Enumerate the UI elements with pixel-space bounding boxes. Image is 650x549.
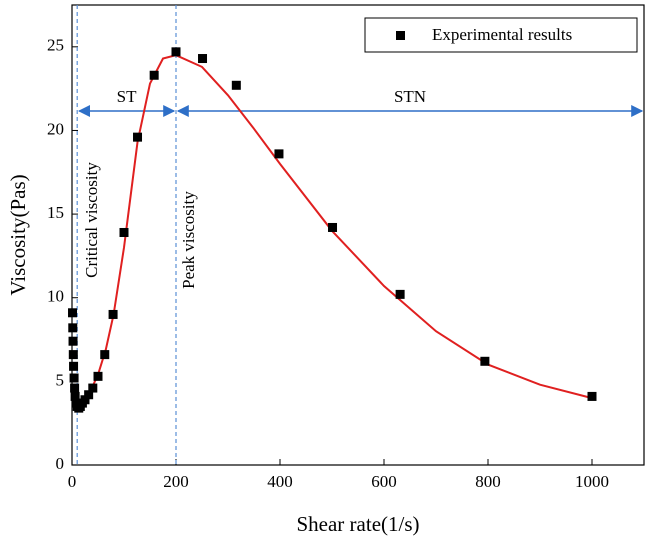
data-point	[68, 336, 78, 346]
data-point	[171, 47, 181, 57]
data-point	[119, 227, 129, 237]
x-tick-label: 1000	[575, 472, 609, 491]
data-point	[149, 70, 159, 80]
x-axis-title: Shear rate(1/s)	[296, 512, 419, 536]
data-point	[88, 383, 98, 393]
y-tick-label: 10	[47, 287, 64, 306]
annotation: STN	[394, 87, 426, 106]
data-point	[68, 350, 78, 360]
x-tick-label: 800	[475, 472, 501, 491]
data-point	[198, 54, 208, 64]
data-point	[395, 289, 405, 299]
data-point	[587, 391, 597, 401]
x-tick-label: 600	[371, 472, 397, 491]
legend-box	[364, 17, 638, 53]
y-tick-label: 20	[47, 119, 64, 138]
data-point	[70, 383, 80, 393]
data-point	[84, 390, 94, 400]
annotation: ST	[117, 87, 137, 106]
annotation: Peak viscosity	[179, 191, 198, 289]
data-point	[68, 323, 78, 333]
x-tick-label: 0	[68, 472, 77, 491]
data-point	[274, 149, 284, 159]
legend-marker	[396, 31, 405, 40]
y-tick-label: 0	[56, 454, 65, 473]
x-tick-label: 400	[267, 472, 293, 491]
annotation: Critical viscosity	[82, 162, 101, 278]
data-point	[69, 361, 79, 371]
y-tick-label: 5	[56, 370, 65, 389]
data-point	[68, 308, 78, 318]
y-axis-title: Viscosity(Pas)	[6, 174, 30, 295]
data-point	[80, 395, 90, 405]
data-point	[108, 309, 118, 319]
data-point	[69, 373, 79, 383]
data-point	[70, 391, 80, 401]
data-point	[100, 350, 110, 360]
data-point	[231, 80, 241, 90]
y-tick-label: 15	[47, 203, 64, 222]
x-tick-label: 200	[163, 472, 189, 491]
data-point	[93, 371, 103, 381]
y-tick-label: 25	[47, 36, 64, 55]
data-point	[480, 356, 490, 366]
plot-frame	[71, 4, 645, 466]
legend-label: Experimental results	[432, 25, 572, 44]
data-point	[328, 222, 338, 232]
data-point	[133, 132, 143, 142]
